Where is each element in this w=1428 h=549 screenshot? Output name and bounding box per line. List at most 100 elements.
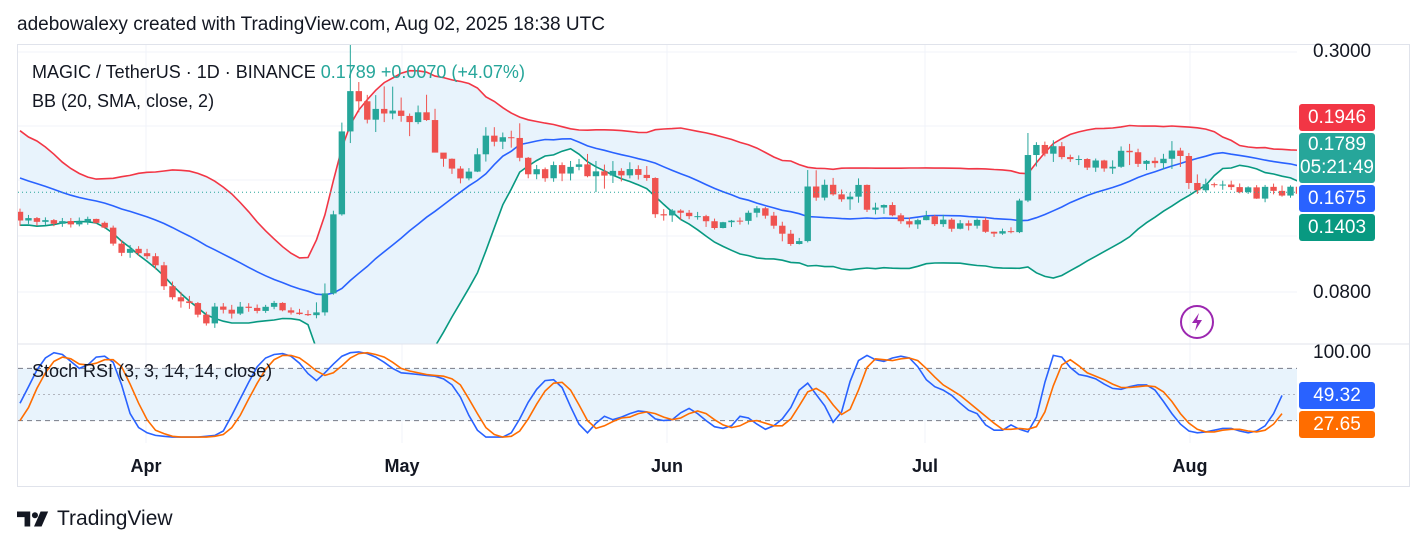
- candle: [1024, 132, 1032, 203]
- candle-body: [999, 231, 1006, 234]
- candle-body: [414, 112, 422, 123]
- candle-body: [1134, 152, 1142, 164]
- candle-body: [1075, 159, 1082, 161]
- candle: [956, 220, 964, 230]
- price-badge-value: 0.1789: [1307, 134, 1367, 155]
- candle: [1185, 152, 1193, 189]
- candle: [448, 158, 456, 174]
- candle: [1100, 159, 1108, 172]
- candle-body: [126, 248, 134, 253]
- symbol-legend: MAGIC / TetherUS · 1D · BINANCE 0.1789 +…: [32, 62, 525, 83]
- lightning-icon[interactable]: [1180, 305, 1214, 339]
- candle-body: [25, 218, 32, 221]
- candle-body: [228, 309, 235, 314]
- candle-body: [33, 218, 41, 222]
- candle-body: [652, 178, 659, 215]
- candle-body: [643, 174, 650, 179]
- stoch-legend[interactable]: Stoch RSI (3, 3, 14, 14, close): [32, 361, 273, 381]
- candle: [711, 218, 718, 230]
- candle: [423, 94, 430, 121]
- candle: [1126, 143, 1133, 166]
- bb-basis-badge: 0.1675: [1299, 185, 1375, 212]
- candle-body: [177, 297, 185, 302]
- candle: [855, 178, 862, 203]
- candle-body: [770, 215, 778, 226]
- candle-body: [50, 220, 58, 224]
- candle: [508, 130, 515, 148]
- candle-body: [499, 137, 506, 142]
- candle: [440, 152, 447, 167]
- candle: [1287, 185, 1294, 198]
- bb-lower-badge: 0.1403: [1299, 214, 1375, 241]
- tradingview-logo[interactable]: TradingView: [17, 507, 173, 531]
- x-tick-apr: Apr: [130, 456, 162, 476]
- candle: [1253, 185, 1260, 199]
- candle-body: [76, 221, 83, 225]
- bb-upper-badge: 0.1946: [1299, 104, 1375, 131]
- candle: [948, 218, 955, 232]
- candle-body: [1151, 160, 1159, 164]
- candle: [677, 209, 684, 221]
- bb-legend[interactable]: BB (20, SMA, close, 2): [32, 91, 215, 111]
- candle: [736, 217, 744, 225]
- candle: [702, 214, 710, 227]
- candle-body: [355, 91, 362, 102]
- candle: [525, 156, 532, 179]
- candle-body: [1194, 182, 1201, 191]
- candle: [177, 291, 185, 308]
- candle-body: [1160, 158, 1167, 164]
- candle: [804, 170, 811, 243]
- candle: [635, 165, 642, 180]
- candle: [609, 161, 617, 183]
- candle: [50, 219, 58, 227]
- candle: [245, 303, 252, 312]
- candle-body: [1092, 160, 1099, 168]
- candles: [18, 45, 1378, 328]
- candle: [1050, 140, 1057, 162]
- candle-body: [1109, 166, 1116, 169]
- candle-body: [1261, 186, 1269, 199]
- candle-body: [592, 171, 600, 177]
- candle-body: [872, 207, 879, 210]
- candle-body: [84, 218, 91, 222]
- candle-body: [787, 233, 794, 244]
- candle-body: [973, 219, 981, 226]
- stoch-k-line: [19, 351, 1283, 438]
- candle-body: [1007, 231, 1015, 233]
- candle-body: [1372, 212, 1378, 213]
- candle: [990, 231, 998, 237]
- candle: [753, 206, 761, 218]
- candle-body: [194, 303, 202, 315]
- candle-body: [389, 110, 396, 114]
- candle-body: [338, 131, 346, 215]
- candle-body: [533, 169, 540, 175]
- candle-body: [685, 212, 693, 217]
- candle: [482, 127, 490, 162]
- candle: [67, 217, 75, 228]
- candle: [25, 214, 32, 224]
- candle: [372, 95, 379, 133]
- candle: [1160, 153, 1167, 170]
- candle-body: [18, 211, 24, 221]
- candle-body: [990, 231, 998, 234]
- candle-body: [779, 225, 786, 234]
- candle: [1168, 141, 1176, 169]
- candle: [829, 177, 837, 196]
- candle: [668, 209, 676, 222]
- last-price: 0.1789: [320, 62, 376, 82]
- candle-body: [270, 302, 278, 307]
- candle-body: [93, 218, 100, 223]
- candle-body: [1185, 155, 1193, 183]
- candle: [237, 301, 244, 316]
- candle-body: [567, 166, 574, 174]
- symbol-title: MAGIC / TetherUS · 1D · BINANCE: [32, 62, 316, 82]
- candle-body: [296, 312, 303, 315]
- candle-body: [347, 91, 354, 132]
- candle-body: [42, 220, 49, 222]
- candle: [1033, 142, 1040, 167]
- stoch-k-badge: 49.32: [1299, 382, 1375, 409]
- candle-body: [262, 306, 269, 311]
- candle: [211, 302, 219, 328]
- candle: [59, 217, 66, 227]
